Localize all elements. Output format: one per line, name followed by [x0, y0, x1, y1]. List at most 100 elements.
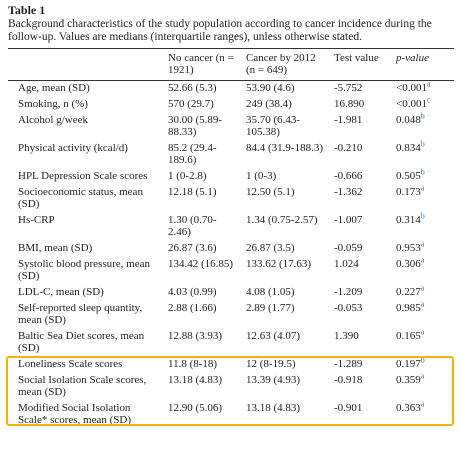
table-row: Alcohol g/week 30.00 (5.89-88.33) 35.70 (6… [8, 111, 454, 141]
cell: 1.34 (0.75-2.57) [242, 213, 330, 241]
cell: 52.66 (5.3) [164, 81, 242, 98]
cell: 12.90 (5.06) [164, 401, 242, 429]
footnote-marker: a [420, 371, 425, 381]
cell-text: 12.50 (5.1) [246, 186, 295, 198]
table-row: Socioeconomic status, mean (SD) 12.18 (5.… [8, 183, 454, 213]
cell-text: 13.39 (4.93) [246, 374, 301, 386]
cell-text: 12.63 (4.07) [246, 330, 301, 342]
table-row: Modified Social Isolation Scale* scores,… [8, 399, 454, 429]
cell: -0.666 [330, 169, 392, 185]
cell-text: -0.918 [334, 374, 363, 386]
cell: 249 (38.4) [242, 97, 330, 113]
row-label: Physical activity (kcal/d) [8, 141, 164, 169]
cell: 0.505b [392, 168, 454, 185]
cell: -0.053 [330, 301, 392, 329]
cell-text: HPL Depression Scale scores [18, 170, 148, 182]
cell-text: 0.953 [396, 242, 421, 254]
header-row: No cancer (n = 1921) Cancer by 2012 (n = … [8, 48, 454, 81]
table-title: Table 1 [8, 3, 46, 17]
cell: -1.007 [330, 213, 392, 241]
cell-text: 85.2 (29.4-189.6) [168, 142, 217, 166]
footnote-marker: a [420, 255, 425, 265]
row-label: Age, mean (SD) [8, 81, 164, 98]
cell: 13.18 (4.83) [242, 401, 330, 429]
cell: -5.752 [330, 81, 392, 98]
cell-text: -0.901 [334, 402, 363, 414]
row-label: Baltic Sea Diet scores, mean (SD) [8, 329, 164, 357]
footnote-marker: b [420, 211, 425, 221]
row-label: Alcohol g/week [8, 113, 164, 141]
cell-text: 0.834 [396, 142, 421, 154]
cell: -0.059 [330, 241, 392, 257]
footnote-marker: a [420, 283, 425, 293]
cell-text: -1.209 [334, 286, 363, 298]
cell: 2.88 (1.66) [164, 301, 242, 329]
footnote-marker: b [420, 111, 425, 121]
header-cell [8, 48, 164, 81]
table: No cancer (n = 1921) Cancer by 2012 (n = … [8, 48, 454, 429]
row-label: Loneliness Scale scores [8, 357, 164, 373]
row-label: Social Isolation Scale scores, mean (SD) [8, 373, 164, 401]
table-row: Physical activity (kcal/d) 85.2 (29.4-189… [8, 140, 454, 169]
cell-text: 84.4 (31.9-188.3) [246, 142, 323, 154]
row-label: Modified Social Isolation Scale* scores,… [8, 401, 164, 429]
cell-text: Socioeconomic status, mean (SD) [18, 186, 143, 210]
cell: 0.306a [392, 255, 454, 285]
header-cell: p-value [392, 48, 454, 81]
cell: 1.024 [330, 257, 392, 285]
cell-text: 0.197 [396, 358, 421, 370]
cell-text: -1.981 [334, 114, 363, 126]
cell: 0.197b [392, 355, 454, 373]
cell: 12 (8-19.5) [242, 357, 330, 373]
table-row: LDL-C, mean (SD) 4.03 (0.99) 4.08 (1.05) -1… [8, 283, 454, 301]
cell-text: Hs-CRP [18, 214, 55, 226]
footnote-marker: a [420, 183, 425, 193]
cell-text: 0.363 [396, 402, 421, 414]
header-cell: Cancer by 2012 (n = 649) [242, 48, 330, 81]
cell-text: 0.227 [396, 286, 421, 298]
cell-text: 2.88 (1.66) [168, 302, 217, 314]
footnote-marker: a [420, 399, 425, 409]
footnote-marker: a [420, 327, 425, 337]
cell: -0.210 [330, 141, 392, 169]
cell: 13.18 (4.83) [164, 373, 242, 401]
cell: 12.88 (3.93) [164, 329, 242, 357]
cell-text: Self-reported sleep quantity, mean (SD) [18, 302, 143, 326]
cell-text: 30.00 (5.89-88.33) [168, 114, 223, 138]
cell-text: 12 (8-19.5) [246, 358, 296, 370]
table-row: Age, mean (SD) 52.66 (5.3) 53.90 (4.6) -5.7… [8, 79, 454, 98]
cell: 16.890 [330, 97, 392, 113]
header-cell: No cancer (n = 1921) [164, 48, 242, 81]
cell: -0.901 [330, 401, 392, 429]
cell: 134.42 (16.85) [164, 257, 242, 285]
table-row: Self-reported sleep quantity, mean (SD) 2… [8, 300, 454, 329]
table-row: BMI, mean (SD) 26.87 (3.6) 26.87 (3.5) -0.0… [8, 240, 454, 257]
cell-text: 134.42 (16.85) [168, 258, 234, 270]
cell-text: 12.88 (3.93) [168, 330, 223, 342]
cell: 30.00 (5.89-88.33) [164, 113, 242, 141]
cell-text: 1 (0-2.8) [168, 170, 207, 182]
table-row: Baltic Sea Diet scores, mean (SD) 12.88 (… [8, 327, 454, 357]
cell-text: BMI, mean (SD) [18, 242, 93, 254]
footnote-marker: c [426, 95, 431, 105]
cell-text: Modified Social Isolation Scale* scores,… [18, 402, 132, 426]
cell-text: 26.87 (3.5) [246, 242, 295, 254]
cell-text: 0.985 [396, 302, 421, 314]
cell-text: 133.62 (17.63) [246, 258, 312, 270]
cell-text: 4.08 (1.05) [246, 286, 295, 298]
cell: 13.39 (4.93) [242, 373, 330, 401]
cell-text: LDL-C, mean (SD) [18, 286, 104, 298]
cell-text: 1.30 (0.70-2.46) [168, 214, 217, 238]
cell: -0.918 [330, 373, 392, 401]
cell-text: 2.89 (1.77) [246, 302, 295, 314]
cell-text: 12.18 (5.1) [168, 186, 217, 198]
cell: 0.834b [392, 140, 454, 169]
footnote-marker: a [426, 79, 431, 89]
cell: -1.981 [330, 113, 392, 141]
cell-text: 249 (38.4) [246, 98, 292, 110]
cell-text: 26.87 (3.6) [168, 242, 217, 254]
footnote-marker: b [420, 355, 425, 365]
row-label: Systolic blood pressure, mean (SD) [8, 257, 164, 285]
cell-text: 13.18 (4.83) [246, 402, 301, 414]
cell: 4.08 (1.05) [242, 285, 330, 301]
